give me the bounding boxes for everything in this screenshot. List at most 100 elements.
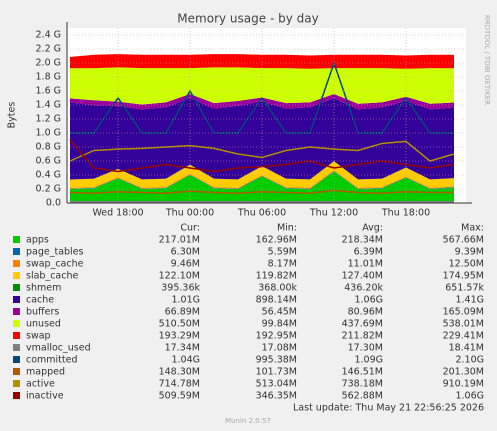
- legend-swatch: [13, 284, 20, 291]
- legend-label: cache: [26, 295, 54, 306]
- legend-stat: 714.78M: [159, 379, 200, 390]
- legend-stat: 18.41M: [449, 343, 484, 354]
- legend-label: inactive: [26, 391, 64, 402]
- legend-swatch: [13, 296, 20, 303]
- y-tick-label: 0.8 G: [36, 142, 62, 153]
- legend-stat: 165.09M: [443, 307, 484, 318]
- legend-stat: 174.95M: [443, 271, 484, 282]
- legend-stat: 1.04G: [171, 355, 200, 366]
- legend-stat: 2.10G: [455, 355, 484, 366]
- legend-stat: 1.41G: [455, 295, 484, 306]
- x-tick-label: Thu 06:00: [237, 208, 286, 219]
- legend-stat: 738.18M: [342, 379, 383, 390]
- legend-stat: 229.41M: [443, 331, 484, 342]
- legend-header: Cur:: [180, 223, 200, 234]
- legend-header: Avg:: [362, 223, 383, 234]
- y-tick-label: 1.6 G: [36, 86, 62, 97]
- legend-stat: 5.59M: [268, 247, 297, 258]
- legend-label: buffers: [26, 307, 59, 318]
- side-label: RRDTOOL / TOBI OETIKER: [483, 15, 491, 105]
- legend-label: slab_cache: [26, 271, 78, 282]
- stacked-area: [70, 161, 454, 188]
- legend-stat: 898.14M: [256, 295, 297, 306]
- legend-label: mapped: [26, 367, 65, 378]
- legend-stat: 101.73M: [256, 367, 297, 378]
- legend-label: apps: [26, 235, 49, 246]
- y-tick-label: 0.2 G: [36, 184, 62, 195]
- legend-stat: 119.82M: [256, 271, 297, 282]
- legend-stat: 436.20k: [344, 283, 383, 294]
- y-tick-label: 1.0 G: [36, 128, 62, 139]
- legend-stat: 17.30M: [348, 343, 383, 354]
- legend-swatch: [13, 320, 20, 327]
- legend-stat: 148.30M: [159, 367, 200, 378]
- y-tick-label: 2.0 G: [36, 58, 62, 69]
- legend-stat: 562.88M: [342, 391, 383, 402]
- legend-stat: 1.06G: [354, 295, 383, 306]
- y-tick-label: 0.0: [46, 198, 61, 209]
- legend-swatch: [13, 236, 20, 243]
- legend-stat: 193.29M: [159, 331, 200, 342]
- legend-stat: 201.30M: [443, 367, 484, 378]
- legend-stat: 910.19M: [443, 379, 484, 390]
- x-tick-label: Thu 12:00: [309, 208, 358, 219]
- legend-stat: 1.09G: [354, 355, 383, 366]
- legend-stat: 995.38M: [256, 355, 297, 366]
- x-tick-label: Wed 18:00: [92, 208, 143, 219]
- legend-stat: 217.01M: [159, 235, 200, 246]
- line: [69, 189, 454, 194]
- legend-label: swap_cache: [26, 259, 84, 270]
- legend-stat: 6.39M: [354, 247, 383, 258]
- legend-stat: 162.96M: [256, 235, 297, 246]
- legend-swatch: [13, 248, 20, 255]
- legend-stat: 509.59M: [159, 391, 200, 402]
- legend-swatch: [13, 392, 20, 399]
- legend-stat: 127.40M: [342, 271, 383, 282]
- legend-label: page_tables: [26, 247, 84, 258]
- legend-stat: 192.95M: [256, 331, 297, 342]
- legend-swatch: [13, 260, 20, 267]
- legend-stat: 1.06G: [455, 391, 484, 402]
- legend-stat: 146.51M: [342, 367, 383, 378]
- chart-title: Memory usage - by day: [177, 12, 318, 26]
- y-tick-label: 1.8 G: [36, 72, 62, 83]
- footer: Munin 2.0.57: [225, 417, 271, 425]
- y-tick-label: 1.4 G: [36, 100, 62, 111]
- y-tick-label: 2.2 G: [36, 44, 62, 55]
- legend-stat: 80.96M: [348, 307, 383, 318]
- legend-stat: 66.89M: [165, 307, 200, 318]
- legend-stat: 1.01G: [171, 295, 200, 306]
- legend-swatch: [13, 368, 20, 375]
- legend-header: Min:: [277, 223, 297, 234]
- legend-swatch: [13, 344, 20, 351]
- legend-stat: 122.10M: [159, 271, 200, 282]
- stacked-area: [70, 98, 454, 180]
- legend-swatch: [13, 356, 20, 363]
- y-axis-label: Bytes: [7, 102, 18, 129]
- legend-label: active: [26, 379, 55, 390]
- legend-stat: 395.36k: [161, 283, 200, 294]
- legend-label: vmalloc_used: [26, 343, 91, 354]
- stacked-area: [70, 93, 454, 110]
- plot-layer: [67, 28, 466, 204]
- legend-stat: 12.50M: [449, 259, 484, 270]
- legend-label: swap: [26, 331, 51, 342]
- legend-swatch: [13, 308, 20, 315]
- legend-stat: 56.45M: [262, 307, 297, 318]
- legend-stat: 513.04M: [256, 379, 297, 390]
- legend-stat: 17.34M: [165, 343, 200, 354]
- legend-stat: 346.35M: [256, 391, 297, 402]
- x-tick-label: Thu 18:00: [381, 208, 430, 219]
- legend-stat: 99.84M: [262, 319, 297, 330]
- legend-label: shmem: [26, 283, 61, 294]
- y-tick-label: 0.4 G: [36, 170, 62, 181]
- legend-header: Max:: [461, 223, 484, 234]
- last-update: Last update: Thu May 21 22:56:25 2026: [293, 403, 484, 414]
- legend-stat: 567.66M: [443, 235, 484, 246]
- legend-stat: 538.01M: [443, 319, 484, 330]
- legend-stat: 11.01M: [348, 259, 383, 270]
- y-tick-label: 1.2 G: [36, 114, 62, 125]
- legend-stat: 510.50M: [159, 319, 200, 330]
